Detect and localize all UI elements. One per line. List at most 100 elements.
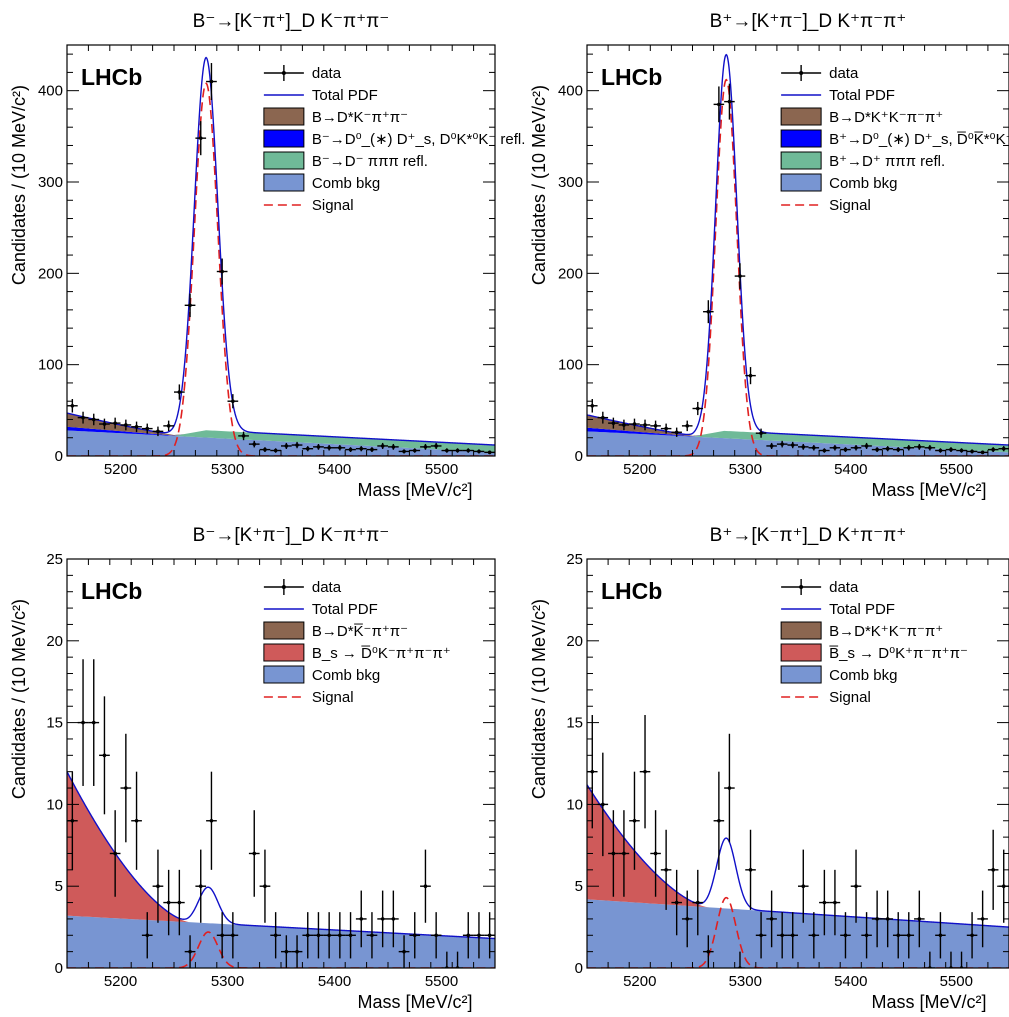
chart-panel-2: 5200 5300 5400 5500 0 100 200 300 400 Mass [MeV/c… [529, 11, 1009, 500]
legend-label: B→D*K⁻π⁺π⁻ [312, 109, 408, 126]
y-tick-label: 300 [558, 174, 583, 191]
comb-bkg-fill [587, 899, 1009, 968]
data-point [313, 443, 324, 450]
chart-panel-3: 5200 5300 5400 5500 0 5 10 15 20 25 Mass [MeV/c²] C… [9, 525, 496, 1012]
data-point [409, 448, 421, 453]
data-point [452, 448, 463, 453]
legend-label: B⁻→D⁰_(∗) D⁺_s, D⁰K*⁰K⁻ refl. [312, 131, 526, 148]
lhcb-watermark: LHCb [601, 578, 662, 604]
data-point [152, 426, 164, 437]
legend-entry: Total PDF [263, 601, 378, 618]
legend-label: B⁺→D⁰_(∗) D⁺_s, D̅⁰K̅*⁰K⁺ refl. [829, 131, 1009, 148]
legend-entry: B⁻→D⁰_(∗) D⁺_s, D⁰K*⁰K⁻ refl. [263, 129, 526, 148]
data-point [776, 440, 788, 448]
legend-entry: B→D*K⁺K⁻π⁻π⁺ [780, 621, 943, 640]
legend-fill-marker [263, 107, 305, 126]
total-pdf-curve [67, 771, 495, 940]
legend-label: data [312, 65, 342, 82]
legend-fill-marker [780, 665, 822, 684]
data-point [629, 418, 640, 430]
x-tick-label: 5300 [211, 461, 244, 478]
data-point [998, 446, 1009, 452]
data-point [755, 912, 767, 959]
data-point [639, 715, 651, 829]
data-point [152, 849, 164, 923]
legend-label: Total PDF [829, 87, 895, 104]
data-point [334, 912, 346, 959]
data-point [903, 912, 915, 959]
data-point [755, 428, 767, 438]
y-tick-label: 100 [38, 357, 63, 374]
y-tick-label: 5 [575, 878, 583, 895]
legend-entry: B⁺→D⁺ πππ refl. [780, 151, 945, 170]
data-point [109, 810, 121, 897]
x-tick-label: 5200 [623, 461, 656, 478]
bs-bkg-fill [67, 771, 495, 939]
data-point [629, 771, 640, 870]
data-point [441, 448, 453, 453]
x-tick-label: 5400 [318, 973, 351, 990]
data-point [259, 447, 271, 453]
data-point [829, 869, 841, 936]
legend-label: B⁺→D⁺ πππ refl. [829, 153, 945, 170]
legend-fill-marker [263, 643, 305, 662]
data-point [259, 849, 271, 923]
legend-entry: Comb bkg [263, 173, 380, 192]
y-tick-label: 0 [55, 448, 63, 465]
data-point [420, 849, 431, 923]
legend-fill-marker [263, 173, 305, 192]
legend-entry: Comb bkg [263, 665, 380, 684]
legend-entry: data [781, 579, 859, 596]
data-point [473, 449, 485, 454]
data-point [141, 423, 153, 434]
legend-fill-marker [780, 643, 822, 662]
data-point [692, 401, 704, 416]
data-point [660, 829, 672, 910]
legend-entry: B→D*K̅⁻π⁺π⁻ [263, 621, 408, 640]
data-point [956, 448, 967, 453]
legend-fill-marker [780, 129, 822, 148]
comb-bkg-fill [67, 915, 495, 968]
legend-entry: Comb bkg [780, 173, 897, 192]
data-point [966, 449, 978, 454]
data-point [618, 810, 630, 897]
data-point [99, 696, 110, 815]
legend-fill-marker [780, 107, 822, 126]
data-point [227, 912, 239, 959]
data-point [377, 890, 388, 948]
y-axis-label: Candidates / (10 MeV/c²) [529, 85, 549, 285]
data-point [871, 447, 883, 453]
data-point [703, 300, 714, 324]
data-point [313, 912, 324, 959]
legend-fill-marker [780, 151, 822, 170]
data-point [987, 447, 999, 453]
data-point [914, 443, 925, 450]
legend-entry: B_s → D̅⁰K⁻π⁺π⁻π⁺ [263, 643, 451, 662]
data-point [430, 442, 442, 449]
data-point [808, 445, 820, 451]
data-point [302, 446, 314, 452]
data-point [216, 258, 228, 285]
y-axis-label: Candidates / (10 MeV/c²) [529, 599, 549, 799]
data-point [484, 450, 495, 455]
x-tick-label: 5400 [318, 461, 351, 478]
data-point [281, 442, 292, 449]
x-tick-label: 5500 [940, 973, 973, 990]
legend-label: Signal [829, 689, 871, 706]
data-point [766, 442, 777, 449]
data-point [216, 912, 228, 959]
data-point [227, 394, 239, 409]
data-point [639, 419, 651, 431]
data-point [99, 418, 110, 430]
y-tick-label: 400 [558, 83, 583, 100]
data-point [291, 441, 303, 449]
comb-bkg-fill [67, 430, 495, 456]
legend-label: Comb bkg [829, 175, 897, 192]
legend-label: Signal [312, 197, 354, 214]
data-point [120, 733, 132, 843]
data-point [420, 443, 431, 450]
data-point [462, 448, 474, 453]
data-point [650, 420, 661, 432]
data-point [345, 447, 356, 453]
